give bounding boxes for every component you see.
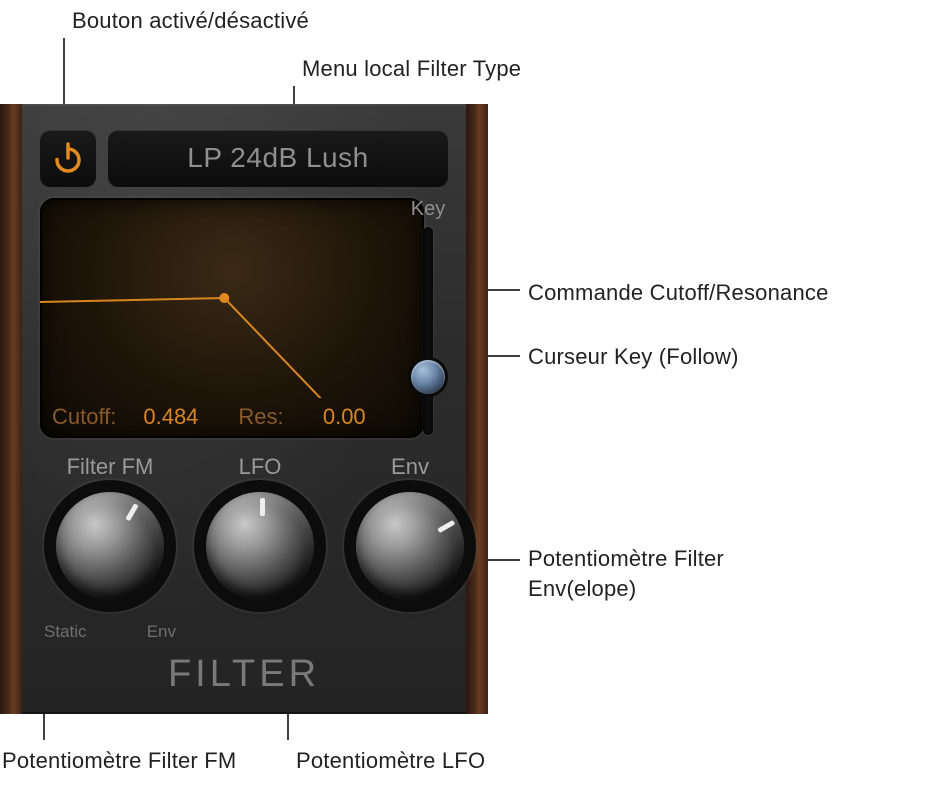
callout-power: Bouton activé/désactivé — [72, 8, 309, 34]
key-slider-column: Key — [408, 198, 448, 438]
filter-fm-title: Filter FM — [40, 454, 180, 480]
lfo-column: LFO — [190, 454, 330, 600]
wood-right — [466, 104, 488, 714]
env-title: Env — [340, 454, 480, 480]
wood-left — [0, 104, 22, 714]
callout-lfo-knob: Potentiomètre LFO — [296, 748, 485, 774]
filter-display[interactable]: Cutoff: 0.484 Res: 0.00 — [40, 198, 424, 438]
lfo-title: LFO — [190, 454, 330, 480]
filter-module: LP 24dB Lush Cutoff: 0.484 Res: 0.00 Key — [0, 104, 488, 714]
knob-pointer — [125, 503, 138, 521]
res-label: Res: — [238, 404, 283, 430]
power-button[interactable] — [40, 130, 96, 186]
key-slider[interactable] — [423, 227, 433, 435]
fm-sub-right: Env — [147, 622, 176, 642]
section-title: FILTER — [22, 653, 466, 696]
knob-pointer — [260, 498, 265, 516]
filter-fm-column: Filter FM Static Env — [40, 454, 180, 642]
cutoff-value: 0.484 — [126, 404, 198, 430]
filter-fm-knob[interactable] — [56, 492, 164, 600]
knob-pointer — [437, 520, 455, 533]
fm-sub-left: Static — [44, 622, 87, 642]
lfo-knob[interactable] — [206, 492, 314, 600]
callout-env-knob: Potentiomètre FilterEnv(elope) — [528, 544, 828, 603]
power-icon — [50, 140, 86, 176]
callout-menu: Menu local Filter Type — [302, 56, 521, 82]
cutoff-label: Cutoff: — [52, 404, 116, 430]
env-column: Env — [340, 454, 480, 600]
panel: LP 24dB Lush Cutoff: 0.484 Res: 0.00 Key — [22, 104, 466, 714]
callout-fm-knob: Potentiomètre Filter FM — [2, 748, 236, 774]
filter-type-menu[interactable]: LP 24dB Lush — [108, 130, 448, 186]
res-value: 0.00 — [294, 404, 366, 430]
display-readouts: Cutoff: 0.484 Res: 0.00 — [40, 396, 424, 438]
callout-cutoff-res: Commande Cutoff/Resonance — [528, 280, 829, 306]
key-slider-thumb[interactable] — [411, 360, 445, 394]
key-label: Key — [408, 198, 448, 221]
filter-curve — [40, 198, 424, 398]
callout-key-slider: Curseur Key (Follow) — [528, 344, 739, 370]
env-knob[interactable] — [356, 492, 464, 600]
